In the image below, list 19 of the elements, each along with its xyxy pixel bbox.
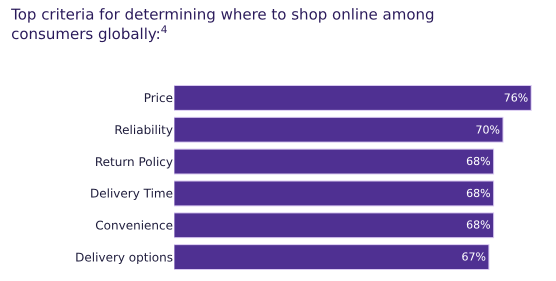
y-tick-label: Reliability: [114, 122, 173, 137]
chart-title: Top criteria for determining where to shop online among consumers globally:$^{4}$: [10, 6, 435, 44]
y-tick-label: Return Policy: [94, 154, 173, 169]
bar: [174, 180, 494, 206]
bar: [174, 116, 504, 143]
y-tick-label: Delivery Time: [90, 186, 173, 201]
y-tick-label: Delivery options: [75, 250, 173, 264]
bar: [174, 148, 494, 174]
data-label: 67%: [461, 250, 486, 264]
data-label: 68%: [466, 186, 491, 200]
bar: [174, 212, 494, 238]
data-label: 70%: [476, 123, 500, 136]
data-label: 76%: [504, 91, 528, 104]
bar: [174, 244, 490, 270]
y-tick-label: Price: [144, 91, 173, 106]
data-label: 68%: [466, 218, 491, 232]
data-label: 68%: [466, 155, 491, 168]
y-tick-label: Convenience: [95, 218, 173, 232]
bar: [174, 85, 532, 111]
